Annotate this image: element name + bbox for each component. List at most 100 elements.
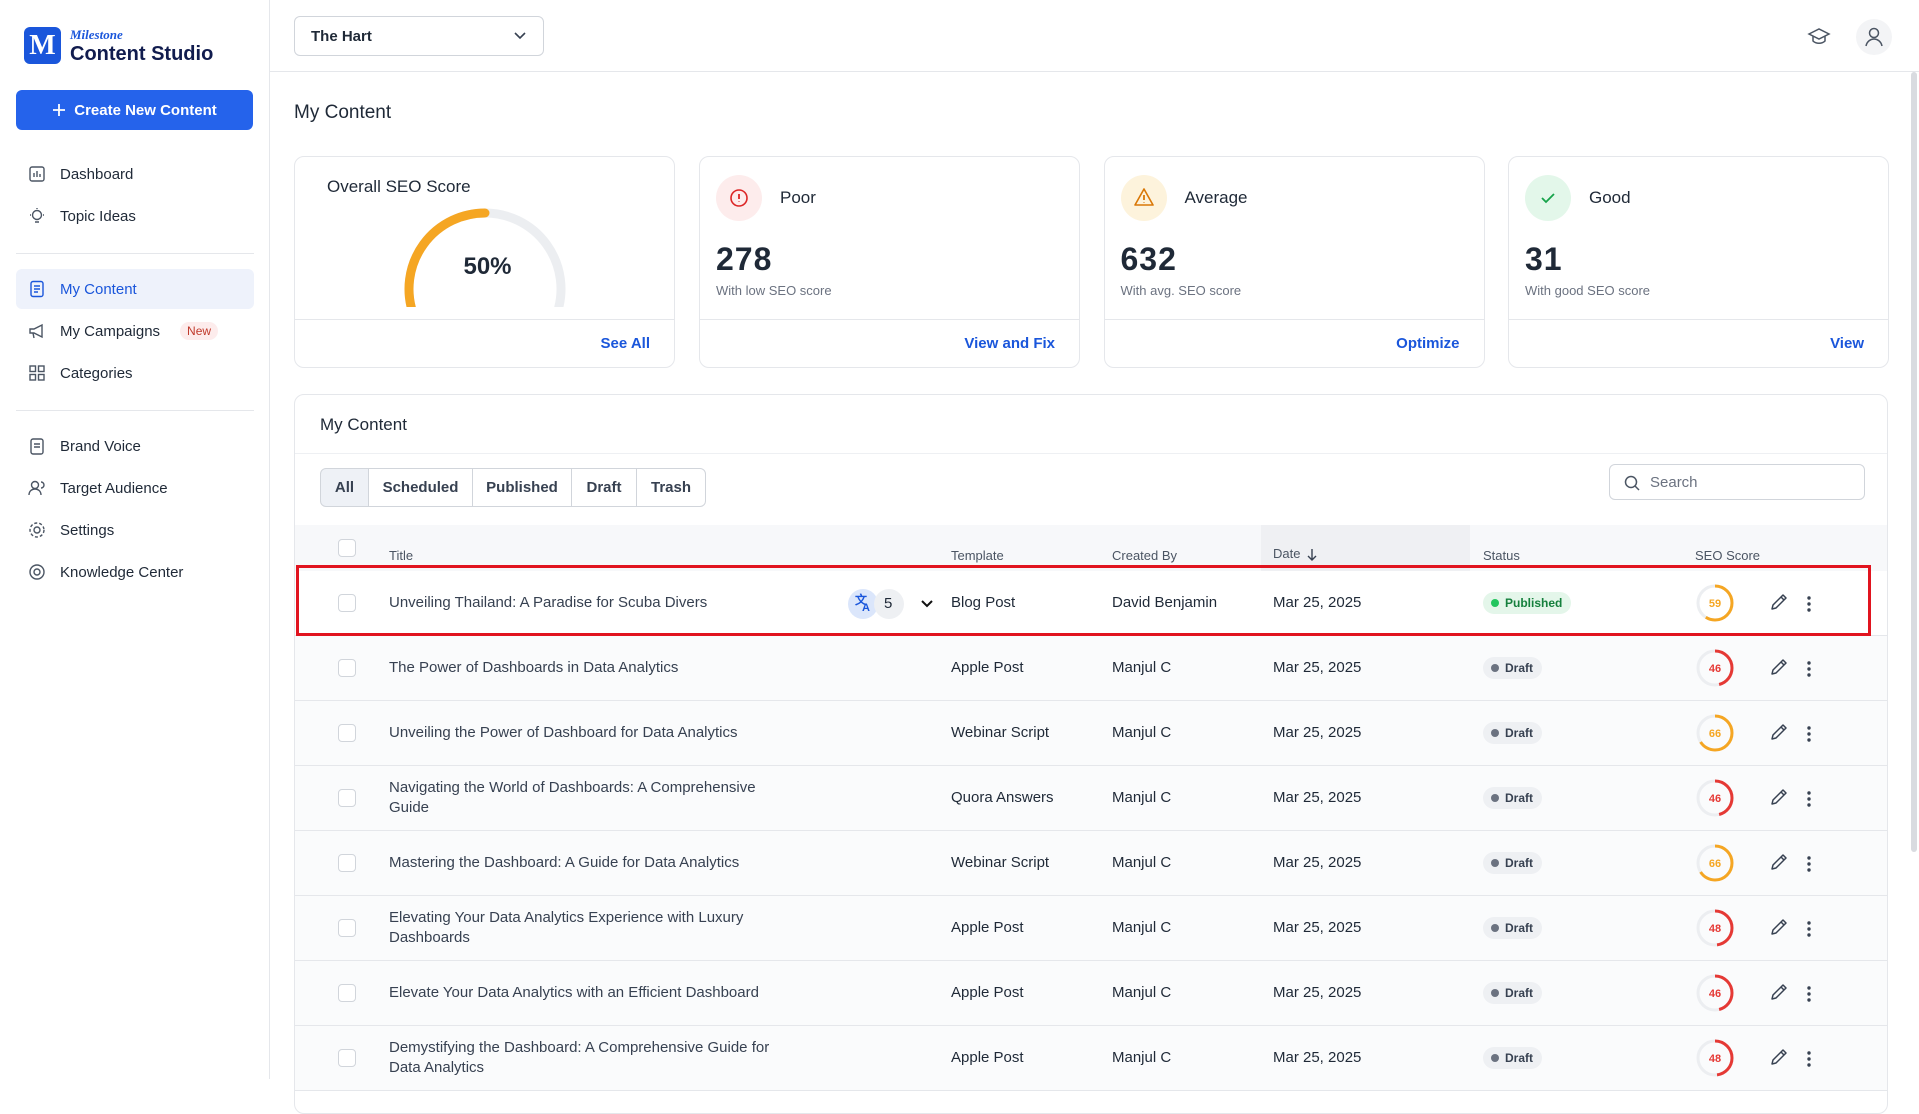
title-cell: Elevating Your Data Analytics Experience… [389,909,744,946]
edit-icon[interactable] [1769,852,1789,872]
more-icon[interactable] [1806,660,1812,678]
filter-tab[interactable]: Draft [571,468,637,507]
edit-icon[interactable] [1769,722,1789,742]
checkbox[interactable] [338,919,356,937]
filter-tab[interactable]: Trash [636,468,706,507]
checkbox[interactable] [338,1049,356,1067]
edit-icon[interactable] [1769,657,1789,677]
checkbox[interactable] [338,854,356,872]
status-icon [1525,175,1571,221]
site-select[interactable]: The Hart [294,16,544,56]
table-row[interactable]: Navigating the World of Dashboards: A Co… [295,766,1887,831]
author-cell: Manjul C [1112,1049,1172,1066]
table-row[interactable]: Elevate Your Data Analytics with an Effi… [295,961,1887,1026]
title-cell: Navigating the World of Dashboards: A Co… [389,779,756,816]
table-row[interactable]: Demystifying the Dashboard: A Comprehens… [295,1026,1887,1091]
score-ring: 66 [1696,844,1734,882]
more-icon[interactable] [1806,985,1812,1003]
status-pill: Draft [1483,657,1543,679]
edit-icon[interactable] [1769,982,1789,1002]
score-label: 59 [1709,598,1721,610]
ring-arc [1696,909,1734,947]
more-icon[interactable] [1806,790,1812,808]
title-cell: Unveiling Thailand: A Paradise for Scuba… [389,594,708,611]
nav-label: Dashboard [60,165,134,183]
more-icon[interactable] [1806,595,1812,613]
sorted-column [1261,525,1470,571]
nav-label: Categories [60,364,133,382]
score-ring: 46 [1696,974,1734,1012]
table-row[interactable]: Unveiling Thailand: A Paradise for Scuba… [295,571,1887,636]
nav-item[interactable]: My Campaigns New [16,311,254,351]
nav-label: Brand Voice [60,437,141,455]
date-cell: Mar 25, 2025 [1273,724,1362,741]
checkbox[interactable] [338,659,356,677]
ring-arc [1696,974,1734,1012]
checkbox[interactable] [338,984,356,1002]
nav-item[interactable]: Knowledge Center [16,552,254,592]
checkbox[interactable] [338,539,356,557]
gauge [404,208,566,307]
nav-item[interactable]: Topic Ideas [16,196,254,236]
filter-tab[interactable]: All [320,468,369,507]
card-title: Overall SEO Score [327,177,471,196]
nav-label: My Campaigns [60,322,161,340]
table-row[interactable]: The Power of Dashboards in Data Analytic… [295,636,1887,701]
nav-item[interactable]: Brand Voice [16,426,254,466]
column-header: Status [1483,548,1520,563]
card-link[interactable]: See All [600,335,650,352]
status-pill: Draft [1483,1047,1543,1069]
author-cell: Manjul C [1112,984,1172,1001]
card-link[interactable]: View [1830,335,1864,352]
status-dot [1491,1054,1499,1062]
date-cell: Mar 25, 2025 [1273,919,1362,936]
divider [16,253,254,254]
score-ring: 46 [1696,779,1734,817]
checkbox[interactable] [338,594,356,612]
more-icon[interactable] [1806,1050,1812,1068]
separator [700,319,1079,320]
overall-card: Overall SEO Score 50% See All [294,156,675,368]
filter-tab[interactable]: Scheduled [368,468,473,507]
more-icon[interactable] [1806,920,1812,938]
card-link[interactable]: Optimize [1396,335,1460,352]
edit-icon[interactable] [1769,592,1789,612]
table-row[interactable]: Unveiling the Power of Dashboard for Dat… [295,701,1887,766]
table-row[interactable]: Elevating Your Data Analytics Experience… [295,896,1887,961]
search-box[interactable]: Search [1609,464,1865,500]
score-ring: 48 [1696,1039,1734,1077]
checkbox[interactable] [338,789,356,807]
brand-name: Content Studio [70,43,214,65]
content-panel: My Content Search Unveiling Thailand: A … [294,394,1888,1114]
edit-icon[interactable] [1769,1047,1789,1067]
column-header: Date [1273,546,1318,562]
nav-item[interactable]: My Content [16,269,254,309]
nav-item[interactable]: Settings [16,510,254,550]
status-dot [1491,859,1499,867]
ring-arc [1696,779,1734,817]
nav-item[interactable]: Dashboard [16,154,254,194]
stat-card: Poor 278 With low SEO score View and Fix [699,156,1080,368]
more-icon[interactable] [1806,725,1812,743]
edit-icon[interactable] [1769,917,1789,937]
nav-label: My Content [60,280,137,298]
column-header: SEO Score [1695,548,1761,563]
card-link[interactable]: View and Fix [964,335,1055,352]
more-icon[interactable] [1806,855,1812,873]
highlight-box [296,565,1871,636]
filter-tab[interactable]: Published [472,468,572,507]
separator [1509,319,1888,320]
academy-icon[interactable] [1807,25,1831,49]
scrollbar [1911,72,1917,852]
user-avatar[interactable] [1856,19,1892,55]
checkbox[interactable] [338,724,356,742]
author-cell: David Benjamin [1112,594,1218,611]
create-button[interactable]: Create New Content [16,90,253,130]
gauge-label: 50% [463,253,512,280]
nav-item[interactable]: Categories [16,353,254,393]
table-row[interactable]: Mastering the Dashboard: A Guide for Dat… [295,831,1887,896]
card-count: 31 [1525,241,1563,277]
edit-icon[interactable] [1769,787,1789,807]
nav-item[interactable]: Target Audience [16,468,254,508]
